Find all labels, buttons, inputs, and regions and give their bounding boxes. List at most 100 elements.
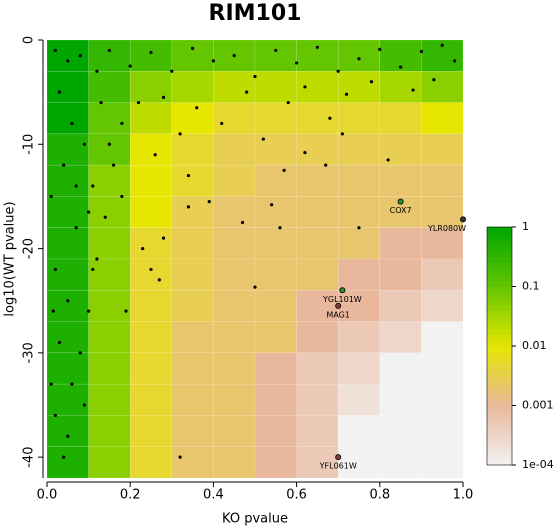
y-tick-label: -40 — [22, 447, 37, 468]
x-tick-label: 1.0 — [453, 488, 474, 503]
heat-cell — [421, 352, 464, 385]
y-tick-label: -30 — [22, 342, 37, 363]
heat-cell — [46, 102, 89, 135]
heat-cell — [337, 196, 381, 228]
heat-cell — [296, 352, 339, 385]
heat-cell — [337, 133, 381, 166]
colorbar-strip — [487, 423, 512, 430]
point — [286, 100, 290, 105]
heat-cell — [88, 321, 131, 354]
point — [78, 54, 82, 58]
point — [357, 57, 361, 61]
heat-cell — [337, 415, 381, 447]
heat-cell — [337, 227, 381, 260]
point — [378, 47, 382, 51]
point — [136, 100, 141, 105]
heat-cell — [379, 227, 422, 260]
colorbar-tick-label: 0.1 — [522, 280, 540, 293]
y-axis-label: log10(WT pvalue) — [3, 201, 18, 316]
heat-cell — [129, 102, 173, 135]
point — [211, 59, 215, 63]
heat-cell — [171, 258, 214, 291]
heat-cell — [129, 415, 173, 447]
colorbar-strip — [487, 441, 512, 448]
heat-cell — [213, 383, 256, 416]
point — [411, 88, 415, 92]
highlight-label: YGL101W — [322, 295, 362, 304]
heat-cell — [129, 71, 173, 103]
point — [91, 267, 95, 272]
point — [253, 285, 257, 289]
heat-cell — [213, 415, 256, 447]
point — [295, 61, 299, 65]
point — [170, 69, 174, 73]
colorbar-strip — [487, 280, 512, 287]
point — [186, 205, 191, 209]
highlight-label: YFL061W — [319, 462, 357, 471]
heat-cell — [254, 352, 297, 385]
colorbar-strip — [487, 429, 512, 436]
point — [53, 48, 57, 53]
colorbar-tick-label: 1e-04 — [522, 458, 554, 471]
colorbar-strip — [487, 304, 512, 311]
colorbar-strip — [487, 316, 512, 323]
colorbar-strip — [487, 268, 512, 276]
point — [66, 434, 70, 438]
point — [344, 92, 349, 96]
colorbar-strip — [487, 459, 512, 466]
point — [245, 90, 249, 94]
colorbar-strip — [487, 399, 512, 406]
colorbar-strip — [487, 286, 512, 293]
point — [386, 158, 390, 162]
heat-cell — [171, 133, 214, 166]
colorbar-tick-label: 0.001 — [522, 399, 554, 412]
heat-cell — [213, 227, 256, 260]
x-tick-label: 0.4 — [203, 488, 224, 503]
heat-cell — [171, 71, 214, 103]
point — [195, 106, 199, 110]
heat-cell — [379, 258, 422, 291]
colorbar-tick-label: 1 — [522, 220, 529, 233]
heat-cell — [213, 71, 256, 103]
point — [70, 382, 74, 386]
colorbar-strip — [487, 387, 512, 395]
heat-cell — [379, 352, 422, 385]
point — [440, 43, 444, 47]
heat-cell — [129, 227, 173, 260]
point — [66, 59, 70, 63]
point — [103, 215, 107, 219]
colorbar-strip — [487, 381, 512, 389]
x-tick-label: 0.6 — [286, 488, 307, 503]
heat-cell — [213, 321, 256, 354]
point — [178, 455, 182, 459]
point — [357, 226, 361, 230]
point — [78, 351, 82, 355]
heat-cell — [379, 383, 422, 416]
y-tick-label: -20 — [22, 238, 37, 259]
heat-cell — [379, 321, 422, 354]
heat-cell — [213, 446, 256, 479]
colorbar-strip — [487, 274, 512, 282]
heat-cell — [88, 290, 131, 322]
point — [66, 299, 70, 303]
point — [124, 309, 128, 313]
heat-cell — [171, 321, 214, 354]
colorbar-strip — [487, 447, 512, 454]
point — [53, 413, 57, 418]
heat-cell — [421, 321, 464, 354]
heat-cell — [296, 383, 339, 416]
heat-cell — [88, 164, 131, 197]
heat-cell — [254, 415, 297, 447]
heat-cell — [421, 446, 464, 479]
heat-cell — [296, 227, 339, 260]
point — [261, 137, 265, 141]
heat-cell — [421, 71, 464, 103]
heat-cell — [46, 227, 89, 260]
point — [91, 184, 95, 188]
heat-cell — [171, 39, 214, 72]
point — [240, 220, 245, 225]
heat-cell — [421, 102, 464, 135]
point — [57, 340, 62, 345]
heat-cell — [129, 321, 173, 354]
